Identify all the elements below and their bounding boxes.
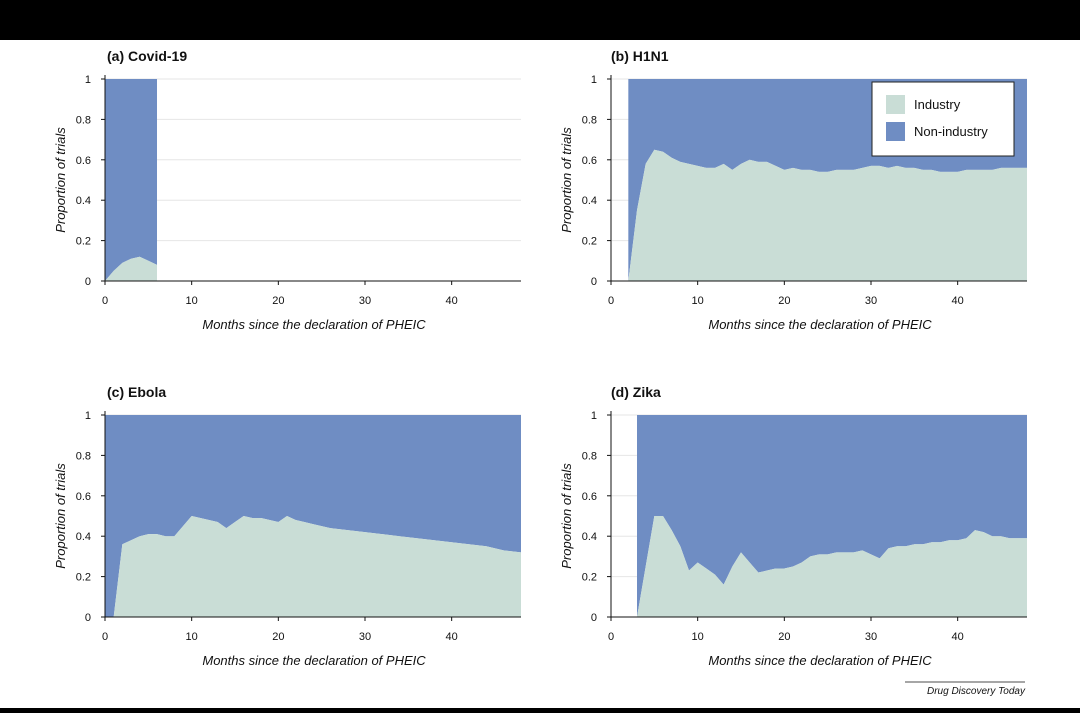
legend-label: Non-industry (914, 124, 988, 139)
legend-swatch (886, 95, 905, 114)
y-tick-label: 0.6 (76, 155, 91, 167)
y-tick-label: 0 (85, 276, 91, 288)
y-tick-label: 0.4 (582, 195, 597, 207)
x-tick-label: 0 (102, 295, 108, 307)
non-industry-area (105, 415, 521, 617)
panel-title: (c) Ebola (107, 384, 166, 400)
x-tick-label: 40 (952, 631, 964, 643)
y-axis-label: Proportion of trials (559, 463, 574, 569)
y-tick-label: 0.6 (582, 155, 597, 167)
y-tick-label: 0.8 (582, 450, 597, 462)
x-tick-label: 0 (608, 295, 614, 307)
x-tick-label: 30 (359, 631, 371, 643)
x-tick-label: 0 (102, 631, 108, 643)
y-tick-label: 0.2 (76, 236, 91, 248)
x-tick-label: 30 (865, 295, 877, 307)
x-tick-label: 20 (778, 295, 790, 307)
legend-swatch (886, 122, 905, 141)
figure: 0 0.2 0.4 0.6 0.8 1 0 10 20 30 40 (a) Covid-19 Month… (0, 40, 1080, 708)
x-tick-label: 30 (865, 631, 877, 643)
y-tick-label: 0.4 (76, 195, 91, 207)
x-tick-label: 30 (359, 295, 371, 307)
x-tick-label: 10 (692, 295, 704, 307)
chart-figure: 00.20.40.60.810 10 20 30 40(a) Covid-19Month… (53, 48, 1027, 697)
industry-area (105, 516, 521, 617)
y-tick-label: 0.4 (582, 531, 597, 543)
x-axis-label: Months since the declaration of PHEIC (202, 653, 426, 668)
y-tick-label: 0.2 (582, 572, 597, 584)
industry-area (105, 256, 157, 281)
panel-title: (d) Zika (611, 384, 661, 400)
y-tick-label: 1 (85, 74, 91, 86)
x-tick-label: 40 (952, 295, 964, 307)
panel-title: (a) Covid-19 (107, 48, 187, 64)
x-tick-label: 40 (446, 631, 458, 643)
y-tick-label: 0 (85, 612, 91, 624)
x-tick-label: 20 (778, 631, 790, 643)
y-tick-label: 0.8 (76, 450, 91, 462)
panel-a: 00.20.40.60.810 10 20 30 40(a) Covid-19Month… (53, 48, 521, 332)
y-tick-label: 0.2 (582, 236, 597, 248)
legend: Industry Non-industry (871, 81, 1015, 157)
y-axis-label: Proportion of trials (53, 127, 68, 233)
industry-area (628, 149, 1027, 281)
y-axis-label: Proportion of trials (559, 127, 574, 233)
legend-label: Industry (914, 97, 961, 112)
y-tick-label: 0.8 (582, 114, 597, 126)
non-industry-area (637, 415, 1027, 617)
y-tick-label: 1 (85, 410, 91, 422)
panel-title: (b) H1N1 (611, 48, 669, 64)
y-tick-label: 0.6 (582, 491, 597, 503)
x-axis-label: Months since the declaration of PHEIC (708, 653, 932, 668)
y-tick-label: 0 (591, 276, 597, 288)
y-tick-label: 0.2 (76, 572, 91, 584)
legend-box (871, 81, 1015, 157)
industry-area (637, 516, 1027, 617)
y-tick-label: 0.8 (76, 114, 91, 126)
y-tick-label: 1 (591, 410, 597, 422)
y-tick-label: 1 (591, 74, 597, 86)
y-tick-label: 0.4 (76, 531, 91, 543)
x-tick-label: 20 (272, 631, 284, 643)
x-tick-label: 20 (272, 295, 284, 307)
y-tick-label: 0.6 (76, 491, 91, 503)
y-tick-label: 0 (591, 612, 597, 624)
x-axis-label: Months since the declaration of PHEIC (202, 317, 426, 332)
y-axis-label: Proportion of trials (53, 463, 68, 569)
x-tick-label: 10 (186, 631, 198, 643)
x-tick-label: 10 (692, 631, 704, 643)
x-tick-label: 10 (186, 295, 198, 307)
x-tick-label: 40 (446, 295, 458, 307)
x-axis-label: Months since the declaration of PHEIC (708, 317, 932, 332)
credit-text: Drug Discovery Today (927, 686, 1026, 697)
x-tick-label: 0 (608, 631, 614, 643)
non-industry-area (105, 79, 157, 281)
